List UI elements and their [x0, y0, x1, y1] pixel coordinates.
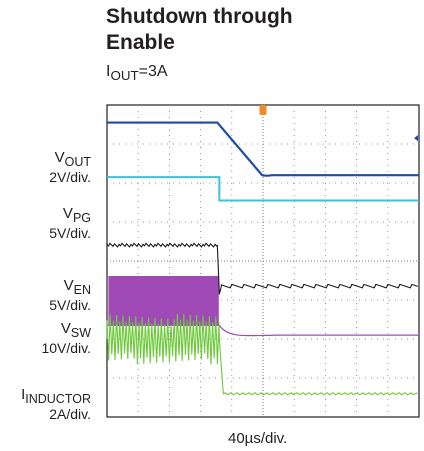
label-vout-sub: OUT — [64, 155, 91, 169]
trace-vsw — [107, 276, 419, 337]
label-iinductor-main: I — [21, 386, 26, 403]
label-ven-scale: 5V/div. — [49, 297, 91, 313]
label-vsw-sub: SW — [70, 326, 91, 340]
subtitle-main: I — [106, 63, 111, 80]
label-vsw-scale: 10V/div. — [41, 340, 91, 356]
chart-subtitle: IOUT=3A — [106, 62, 168, 86]
oscilloscope-plot: 12R134 — [106, 104, 420, 418]
label-iinductor: IINDUCTOR 2A/div. — [21, 387, 91, 422]
label-ven-sub: EN — [73, 283, 91, 297]
trace-iinductor — [106, 313, 418, 396]
label-iinductor-scale: 2A/div. — [49, 406, 91, 422]
title-line-1: Shutdown through — [106, 5, 293, 28]
label-ven: VEN 5V/div. — [49, 278, 91, 313]
subtitle-sub: OUT — [110, 68, 139, 84]
label-vpg-main: V — [62, 205, 73, 222]
label-vout-main: V — [54, 149, 65, 166]
x-scale-label: 40µs/div. — [228, 430, 288, 447]
label-vout: VOUT 2V/div. — [49, 150, 91, 185]
label-vpg-scale: 5V/div. — [49, 225, 91, 241]
trace-ven — [106, 242, 418, 295]
subtitle-rest: =3A — [138, 63, 168, 80]
label-iinductor-sub: INDUCTOR — [25, 392, 91, 406]
label-vsw-main: V — [60, 320, 71, 337]
label-vsw: VSW 10V/div. — [41, 321, 91, 356]
trace-vout — [107, 121, 419, 177]
trigger-level-arrow-icon — [414, 135, 418, 142]
title-line-2: Enable — [106, 31, 175, 54]
label-vpg: VPG 5V/div. — [49, 206, 91, 241]
label-vout-scale: 2V/div. — [49, 169, 91, 185]
label-vpg-sub: PG — [72, 211, 91, 225]
trigger-marker-icon — [259, 105, 267, 115]
label-ven-main: V — [63, 277, 74, 294]
trace-vpg — [107, 176, 419, 202]
chart-title: Shutdown through Enable — [106, 4, 293, 56]
